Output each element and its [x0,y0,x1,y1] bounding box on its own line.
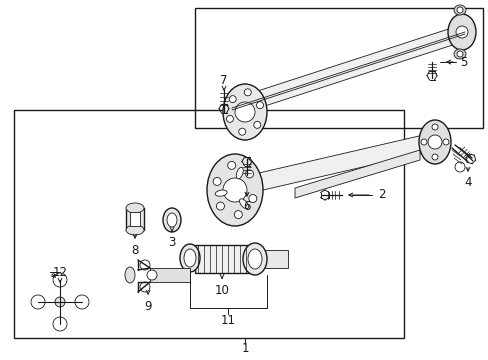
Text: 10: 10 [214,284,229,297]
Polygon shape [220,130,444,200]
Circle shape [147,270,157,280]
Circle shape [140,260,150,270]
Circle shape [245,170,253,178]
Circle shape [53,273,67,287]
Text: 11: 11 [220,314,235,327]
Circle shape [229,96,236,103]
Circle shape [456,51,462,57]
Bar [14,110,403,338]
Ellipse shape [239,199,248,209]
Polygon shape [294,150,419,198]
Circle shape [227,161,235,169]
Ellipse shape [243,243,266,275]
Text: 6: 6 [243,201,250,213]
Circle shape [216,202,224,210]
Ellipse shape [167,213,177,227]
Ellipse shape [223,84,266,140]
Circle shape [213,177,221,185]
Text: 8: 8 [131,243,139,256]
Ellipse shape [183,249,196,267]
Circle shape [455,26,467,38]
Ellipse shape [453,5,465,15]
Text: 12: 12 [52,266,67,279]
Bar [150,268,190,282]
Circle shape [223,178,246,202]
Circle shape [53,317,67,331]
Circle shape [454,162,464,172]
Bar [130,212,140,226]
Circle shape [31,295,45,309]
Circle shape [55,297,65,307]
Ellipse shape [163,208,181,232]
Ellipse shape [447,14,475,50]
Circle shape [431,124,437,130]
Ellipse shape [206,154,263,226]
Circle shape [75,295,89,309]
Circle shape [226,115,233,122]
Ellipse shape [126,203,143,213]
Ellipse shape [453,49,465,59]
Polygon shape [227,22,469,118]
Ellipse shape [236,167,243,179]
Ellipse shape [126,225,143,235]
Text: 2: 2 [377,189,385,202]
Circle shape [253,121,260,129]
Ellipse shape [125,267,135,283]
Circle shape [248,194,256,203]
Text: 4: 4 [463,175,471,189]
Bar [195,245,249,273]
Circle shape [442,139,448,145]
Bar [195,8,482,128]
Circle shape [244,89,251,96]
Text: 3: 3 [168,235,175,248]
Circle shape [238,128,245,135]
Bar [249,250,287,268]
Circle shape [234,211,242,219]
Text: 1: 1 [241,342,248,356]
Circle shape [140,282,150,292]
Circle shape [431,154,437,160]
Ellipse shape [418,120,450,164]
Circle shape [256,102,263,109]
Text: 7: 7 [220,73,227,86]
Text: 5: 5 [459,55,467,68]
Circle shape [456,7,462,13]
Ellipse shape [215,190,227,196]
Circle shape [235,102,254,122]
Bar [126,208,143,230]
Ellipse shape [247,249,262,269]
Circle shape [420,139,426,145]
Text: 9: 9 [144,300,151,312]
Circle shape [427,135,441,149]
Ellipse shape [180,244,200,272]
